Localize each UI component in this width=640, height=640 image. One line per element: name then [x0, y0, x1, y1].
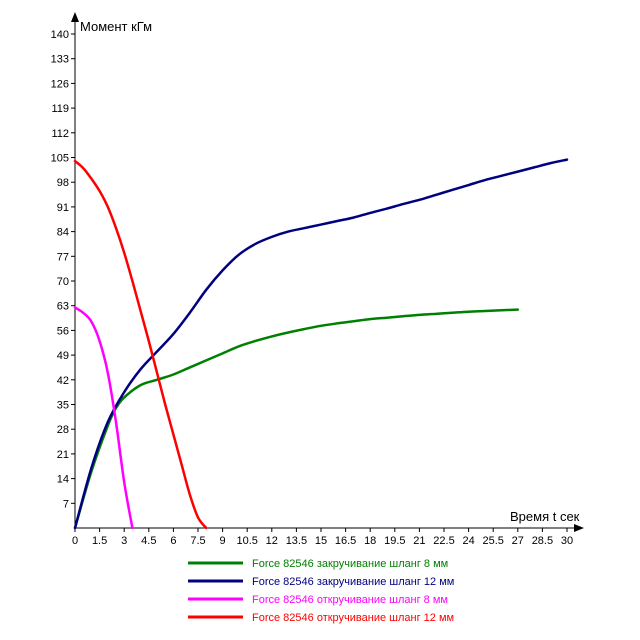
- x-tick-label: 4.5: [141, 535, 156, 547]
- x-tick-label: 15: [315, 535, 327, 547]
- x-tick-label: 0: [72, 535, 78, 547]
- x-tick-label: 19.5: [384, 535, 405, 547]
- legend-entry: Force 82546 откручивание шланг 12 мм: [252, 612, 454, 624]
- x-tick-label: 9: [220, 535, 226, 547]
- legend-entry: Force 82546 закручивание шланг 12 мм: [252, 576, 454, 588]
- y-tick-label: 112: [51, 128, 69, 140]
- x-tick-label: 16.5: [335, 535, 356, 547]
- x-axis-label: Время t сек: [510, 509, 580, 524]
- legend-entry: Force 82546 закручивание шланг 8 мм: [252, 558, 448, 570]
- y-tick-label: 126: [51, 78, 69, 90]
- x-tick-label: 6: [170, 535, 176, 547]
- x-tick-label: 12: [266, 535, 278, 547]
- x-tick-label: 1.5: [92, 535, 107, 547]
- x-tick-label: 27: [512, 535, 524, 547]
- y-tick-label: 7: [63, 498, 69, 510]
- x-tick-label: 3: [121, 535, 127, 547]
- x-tick-label: 25.5: [482, 535, 503, 547]
- x-tick-label: 10.5: [236, 535, 257, 547]
- y-tick-label: 49: [57, 350, 69, 362]
- series-line-1: [73, 308, 520, 530]
- x-tick-label: 13.5: [286, 535, 307, 547]
- y-tick-label: 14: [57, 474, 69, 486]
- y-tick-label: 140: [51, 29, 69, 41]
- y-tick-label: 77: [57, 251, 69, 263]
- x-tick-label: 18: [364, 535, 376, 547]
- y-tick-label: 42: [57, 375, 69, 387]
- y-tick-label: 28: [57, 424, 69, 436]
- y-axis-label: Момент кГм: [80, 19, 152, 34]
- y-tick-label: 119: [51, 103, 69, 115]
- legend: Force 82546 закручивание шланг 8 мм Force…: [188, 558, 454, 624]
- y-tick-label: 35: [57, 400, 69, 412]
- x-axis-arrow-icon: [574, 524, 584, 532]
- y-tick-label: 56: [57, 325, 69, 337]
- x-ticks: 0 1.5 3 4.5 6 7.5 9 10.5 12 13.5 15 16.5 18 19.5 21 22.…: [72, 528, 573, 547]
- y-tick-label: 70: [57, 276, 69, 288]
- x-tick-label: 24: [462, 535, 474, 547]
- y-tick-label: 105: [51, 153, 69, 165]
- x-tick-label: 7.5: [190, 535, 205, 547]
- legend-entry: Force 82546 откручивание шланг 8 мм: [252, 594, 448, 606]
- y-tick-label: 91: [57, 202, 69, 214]
- series-layer: [73, 158, 569, 530]
- series-line-2: [73, 158, 569, 530]
- y-tick-label: 63: [57, 301, 69, 313]
- x-tick-label: 21: [413, 535, 425, 547]
- y-tick-label: 133: [51, 54, 69, 66]
- series-line-3: [73, 306, 134, 530]
- y-ticks: 7 14 21 28 35 42 49 56 63 70 77 84 91 98 105 112 119 126 1…: [51, 29, 75, 510]
- axes: Момент кГм Время t сек: [71, 12, 584, 532]
- y-tick-label: 98: [57, 177, 69, 189]
- x-tick-label: 28.5: [532, 535, 553, 547]
- y-tick-label: 84: [57, 227, 69, 239]
- y-axis-arrow-icon: [71, 12, 79, 22]
- x-tick-label: 30: [561, 535, 573, 547]
- y-tick-label: 21: [57, 449, 69, 461]
- series-line-4: [73, 159, 208, 530]
- x-tick-label: 22.5: [433, 535, 454, 547]
